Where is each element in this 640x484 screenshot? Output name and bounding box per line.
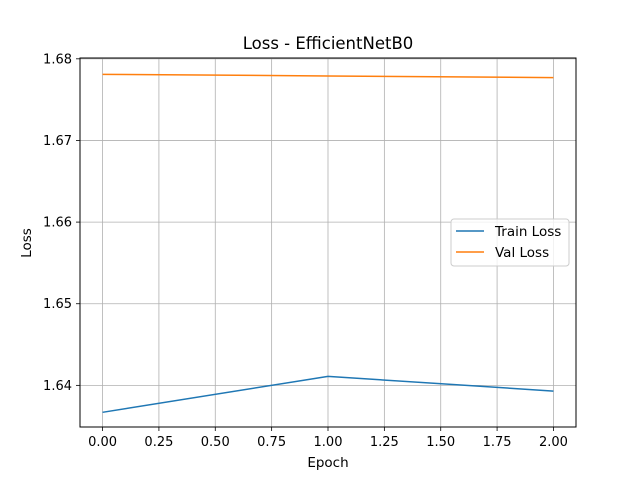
y-tick-label: 1.68	[43, 52, 72, 67]
x-tick-label: 1.75	[483, 435, 512, 450]
plot-frame	[79, 57, 577, 428]
y-tick-label: 1.66	[43, 216, 72, 231]
x-tick-label: 0.50	[201, 435, 230, 450]
x-tick-label: 1.25	[370, 435, 399, 450]
legend: Train Loss Val Loss	[450, 218, 570, 267]
y-tick-label: 1.67	[43, 134, 72, 149]
x-tick-label: 0.25	[144, 435, 173, 450]
x-tick-label: 2.00	[539, 435, 568, 450]
train-loss-line	[102, 375, 554, 414]
grid	[80, 58, 576, 427]
chart-title: Loss - EfficientNetB0	[243, 34, 414, 53]
legend-label-train-loss: Train Loss	[494, 224, 561, 240]
y-tick-label: 1.65	[43, 297, 72, 312]
x-axis-label: Epoch	[307, 455, 348, 471]
axis-ticks: 0.00 0.25 0.50 0.75 1.00 1.25 1.50 1.75 2.00 1.64…	[43, 52, 568, 450]
legend-label-val-loss: Val Loss	[495, 245, 549, 261]
x-tick-label: 1.50	[426, 435, 455, 450]
val-loss-line	[102, 73, 554, 79]
series-lines	[102, 73, 554, 414]
x-tick-label: 1.00	[314, 435, 343, 450]
y-tick-label: 1.64	[43, 379, 72, 394]
x-tick-label: 0.75	[257, 435, 286, 450]
y-axis-label: Loss	[19, 228, 35, 258]
x-tick-label: 0.00	[88, 435, 117, 450]
